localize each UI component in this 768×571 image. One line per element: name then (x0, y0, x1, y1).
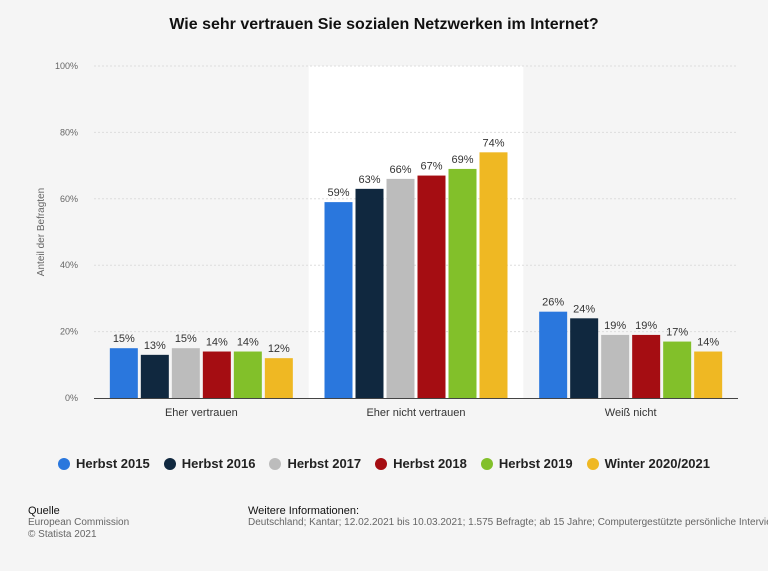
bar (355, 188, 384, 398)
footer-info: Weitere Informationen: Deutschland; Kant… (248, 505, 768, 529)
bar-value-label: 13% (144, 340, 166, 352)
bar (479, 152, 508, 398)
bar-value-label: 15% (113, 333, 135, 345)
legend-label: Herbst 2019 (498, 456, 573, 471)
source-line[interactable]: European Commission (28, 517, 130, 528)
bar (601, 334, 630, 398)
bar-value-label: 19% (635, 320, 657, 332)
source-header: Quelle (28, 505, 60, 517)
legend-dot-icon (58, 457, 70, 470)
legend-item[interactable]: Herbst 2015 (58, 456, 150, 471)
legend-item[interactable]: Herbst 2018 (375, 456, 467, 471)
bar (694, 351, 723, 398)
bar (448, 168, 477, 398)
bar (202, 351, 231, 398)
chart-legend: Herbst 2015 Herbst 2016 Herbst 2017 Herbst … (0, 456, 768, 471)
bar-value-label: 24% (573, 303, 595, 315)
bar (140, 354, 169, 398)
bar (171, 348, 200, 398)
bar-value-label: 19% (604, 320, 626, 332)
legend-dot-icon (269, 457, 282, 470)
x-category-label: Weiß nicht (605, 407, 657, 419)
legend-dot-icon (375, 457, 388, 470)
legend-item[interactable]: Herbst 2019 (480, 456, 573, 471)
y-tick-label: 60% (60, 194, 78, 204)
bar-value-label: 74% (482, 137, 504, 149)
bar-value-label: 14% (237, 337, 259, 349)
legend-label: Herbst 2015 (76, 456, 150, 471)
bar (109, 348, 138, 398)
legend-item[interactable]: Herbst 2017 (269, 456, 361, 471)
bar-value-label: 66% (389, 164, 411, 176)
legend-dot-icon (480, 457, 493, 470)
bar (663, 341, 692, 398)
legend-label: Herbst 2017 (287, 456, 362, 471)
bar (324, 202, 353, 398)
bar (570, 318, 599, 398)
bar-value-label: 17% (666, 327, 688, 339)
legend-label: Winter 2020/2021 (604, 456, 710, 471)
bar-value-label: 69% (451, 154, 473, 166)
bar-value-label: 63% (358, 174, 380, 186)
x-category-label: Eher vertrauen (165, 407, 238, 419)
y-tick-label: 20% (60, 327, 78, 337)
chart-title: Wie sehr vertrauen Sie sozialen Netzwerk… (169, 16, 599, 33)
footer-source: Quelle European Commission © Statista 20… (28, 505, 129, 541)
bar-value-label: 14% (697, 337, 719, 349)
legend-item[interactable]: Herbst 2016 (163, 456, 256, 471)
bar-value-label: 67% (420, 161, 442, 173)
bar (539, 311, 568, 398)
bar-value-label: 15% (175, 333, 197, 345)
legend-label: Herbst 2016 (181, 456, 256, 471)
legend-dot-icon (586, 457, 599, 470)
info-header: Weitere Informationen: (248, 505, 360, 517)
bar-value-label: 12% (268, 343, 290, 355)
bar-value-label: 14% (206, 337, 228, 349)
bar-value-label: 26% (542, 297, 564, 309)
y-tick-label: 0% (65, 393, 78, 403)
bar (233, 351, 262, 398)
bar (417, 175, 446, 398)
y-tick-label: 80% (60, 127, 78, 137)
y-tick-label: 40% (60, 260, 78, 270)
bar (264, 358, 293, 398)
bar-value-label: 59% (327, 187, 349, 199)
copyright-line: © Statista 2021 (28, 529, 97, 540)
legend-label: Herbst 2018 (393, 456, 467, 471)
bar (386, 178, 415, 398)
bar (632, 334, 661, 398)
info-text: Deutschland; Kantar; 12.02.2021 bis 10.0… (248, 517, 768, 528)
y-axis-label: Anteil der Befragten (36, 188, 47, 276)
y-tick-label: 100% (55, 61, 78, 71)
x-category-label: Eher nicht vertrauen (366, 407, 465, 419)
legend-item[interactable]: Winter 2020/2021 (586, 456, 710, 471)
legend-dot-icon (163, 457, 176, 470)
